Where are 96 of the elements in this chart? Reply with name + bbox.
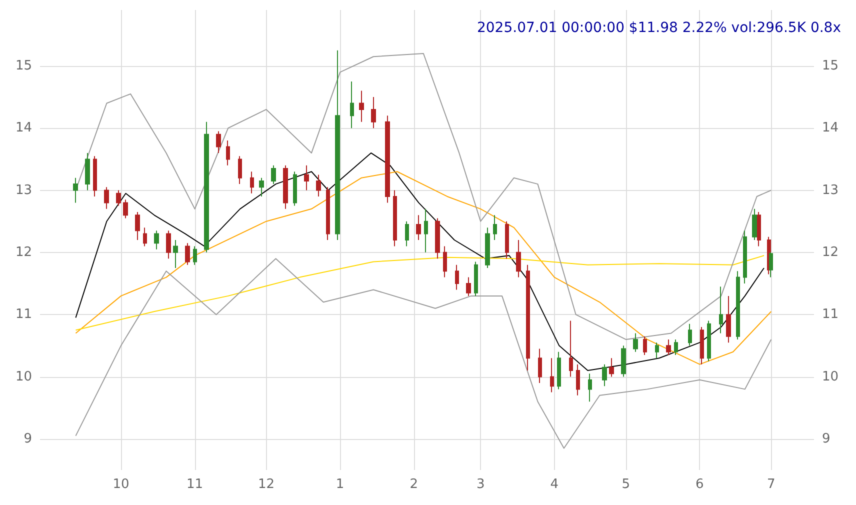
candlestick bbox=[588, 373, 592, 402]
x-tick-label: 7 bbox=[766, 477, 776, 492]
candlestick bbox=[104, 186, 109, 210]
candlestick bbox=[688, 323, 692, 346]
candlestick bbox=[435, 218, 440, 260]
candlestick bbox=[424, 208, 428, 253]
candlestick bbox=[116, 190, 121, 206]
candlestick bbox=[466, 276, 471, 296]
candlestick bbox=[557, 351, 561, 390]
candlestick bbox=[769, 252, 773, 278]
y-tick-label: 12 bbox=[15, 244, 32, 260]
x-tick-label: 12 bbox=[258, 477, 275, 492]
candlestick bbox=[350, 80, 354, 129]
candlestick bbox=[238, 156, 242, 185]
x-tick-label: 2 bbox=[410, 477, 418, 492]
candlestick bbox=[455, 264, 459, 290]
x-tick-label: 10 bbox=[112, 477, 130, 492]
candlestick bbox=[707, 320, 711, 362]
candlestick bbox=[283, 164, 288, 210]
candlestick bbox=[326, 186, 330, 240]
y-tick-label: 10 bbox=[15, 369, 32, 384]
candlestick bbox=[371, 96, 376, 129]
candlestick bbox=[293, 171, 297, 206]
candlestick bbox=[73, 177, 78, 204]
candlestick bbox=[135, 212, 140, 240]
candlestick bbox=[569, 320, 573, 378]
x-tick-label: 11 bbox=[186, 477, 204, 492]
y2-tick-label: 9 bbox=[822, 431, 830, 446]
candlestick bbox=[493, 214, 497, 240]
y2-tick-label: 11 bbox=[822, 307, 839, 322]
candlestick bbox=[674, 338, 678, 356]
candlestick bbox=[757, 212, 761, 247]
candlestick bbox=[621, 345, 626, 378]
candlestick bbox=[474, 261, 478, 296]
candlestick bbox=[143, 227, 147, 247]
candlestick bbox=[123, 199, 128, 219]
x-tick-label: 3 bbox=[476, 477, 485, 492]
candlestick bbox=[93, 156, 97, 197]
candlestick bbox=[250, 171, 254, 194]
y-tick-label: 11 bbox=[15, 307, 32, 322]
line-series bbox=[75, 255, 764, 331]
candlestick bbox=[576, 364, 580, 396]
candlestick bbox=[185, 242, 190, 266]
candlestick bbox=[538, 348, 542, 384]
candlestick bbox=[393, 190, 397, 247]
x-tick-label: 5 bbox=[622, 477, 630, 492]
candlestick bbox=[405, 220, 409, 247]
y2-tick-label: 14 bbox=[822, 120, 839, 136]
candlestick bbox=[173, 240, 178, 268]
candlestick bbox=[550, 358, 554, 393]
candlestick bbox=[226, 140, 230, 166]
candlestick bbox=[505, 220, 509, 260]
y-tick-label: 13 bbox=[15, 182, 32, 198]
x-tick-label: 6 bbox=[696, 477, 704, 492]
candlestick bbox=[416, 214, 421, 240]
x-tick-label: 4 bbox=[550, 477, 559, 492]
candlestick bbox=[216, 130, 221, 154]
y2-tick-label: 13 bbox=[822, 182, 839, 198]
candlestick bbox=[259, 177, 264, 197]
candlestick bbox=[485, 227, 490, 268]
candlestick bbox=[633, 332, 638, 352]
candlestick bbox=[666, 338, 671, 356]
y-tick-label: 15 bbox=[15, 58, 32, 74]
candlestick bbox=[736, 270, 740, 340]
candlestick bbox=[516, 240, 521, 278]
candlestick bbox=[154, 230, 159, 250]
candlestick bbox=[385, 115, 390, 204]
text: 2025.07.01 00:00:00 $11.98 2.22% vol:296.5K 0.8x bbox=[476, 20, 841, 36]
candlestick bbox=[204, 121, 209, 253]
candlestick bbox=[335, 50, 340, 240]
candlestick bbox=[743, 230, 747, 284]
candlestick bbox=[752, 208, 757, 240]
candlestick bbox=[304, 164, 309, 191]
y-tick-label: 14 bbox=[15, 120, 32, 136]
candlestick bbox=[526, 264, 530, 372]
candlestick bbox=[726, 295, 731, 344]
line-series bbox=[75, 258, 772, 449]
line-series bbox=[75, 53, 772, 340]
x-tick-label: 1 bbox=[336, 477, 344, 492]
y-tick-label: 9 bbox=[24, 431, 32, 446]
candlestick bbox=[643, 336, 647, 356]
y2-tick-label: 10 bbox=[822, 369, 839, 384]
y2-tick-label: 15 bbox=[822, 58, 839, 74]
candlestick bbox=[271, 164, 276, 185]
candlestick bbox=[609, 358, 614, 378]
candlestick bbox=[316, 174, 321, 197]
candlestick bbox=[602, 364, 607, 387]
candlestick bbox=[700, 326, 704, 365]
candlestick bbox=[166, 230, 171, 260]
candlestick bbox=[655, 342, 659, 359]
candlestick bbox=[719, 286, 723, 334]
candlestick bbox=[443, 246, 447, 278]
candlestick bbox=[193, 246, 197, 266]
candlestick bbox=[359, 90, 364, 122]
candlestick bbox=[85, 152, 90, 191]
y2-tick-label: 12 bbox=[822, 244, 839, 260]
